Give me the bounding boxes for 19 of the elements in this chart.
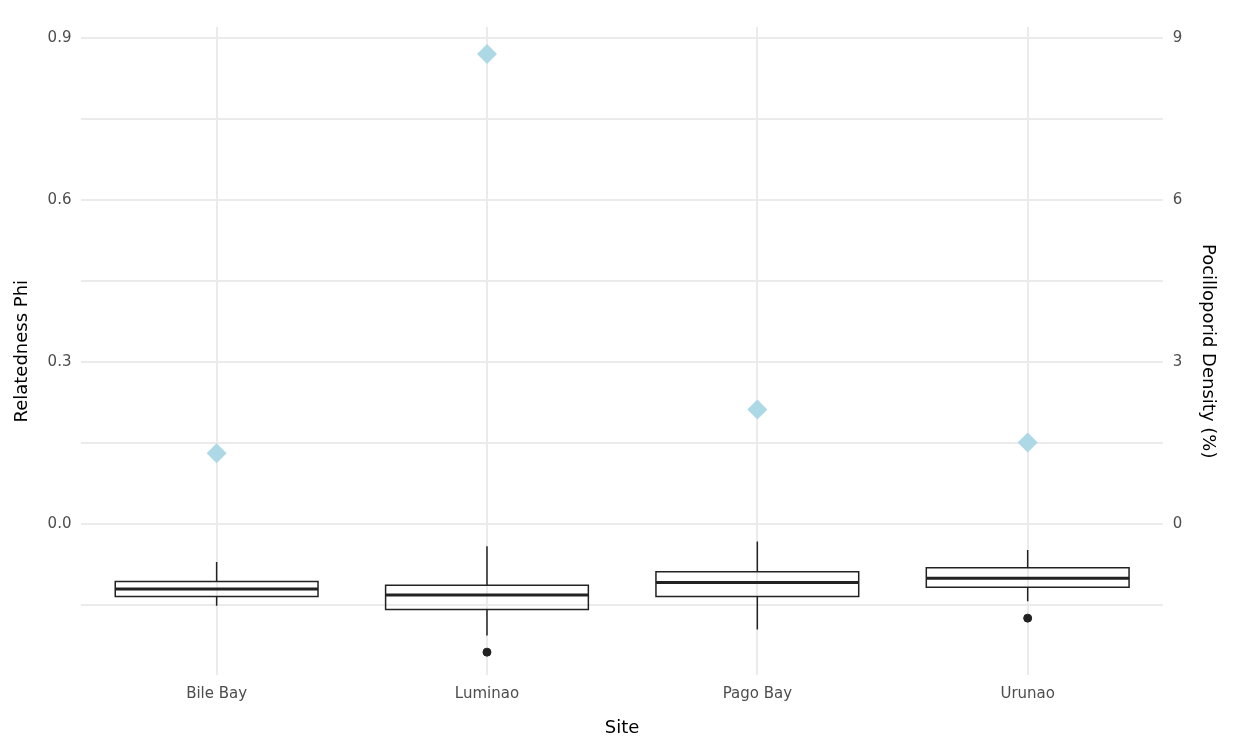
x-tick-label: Luminao [454,684,520,703]
y2-tick-label: 0 [1172,514,1183,532]
y2-tick-label: 6 [1172,189,1183,208]
y2-axis-title: Pocilloporid Density (%) [1198,243,1220,459]
point [1017,432,1038,453]
point [476,44,497,65]
point [747,399,768,420]
x-tick-label: Bile Bay [186,684,248,703]
y2-tick-label: 9 [1172,27,1183,46]
y-tick-label: 0.6 [47,189,72,208]
x-axis-title: Site [604,715,640,737]
y-tick-label: 0.9 [47,27,72,46]
y-tick-label: 0.0 [47,514,72,532]
y-axis-title: Relatedness Phi [10,279,32,423]
point [206,443,227,464]
y2-tick-label: 3 [1172,351,1183,370]
y-tick-label: 0.3 [47,351,72,370]
x-tick-label: Pago Bay [722,684,793,703]
x-tick-label: Urunao [1000,684,1055,703]
